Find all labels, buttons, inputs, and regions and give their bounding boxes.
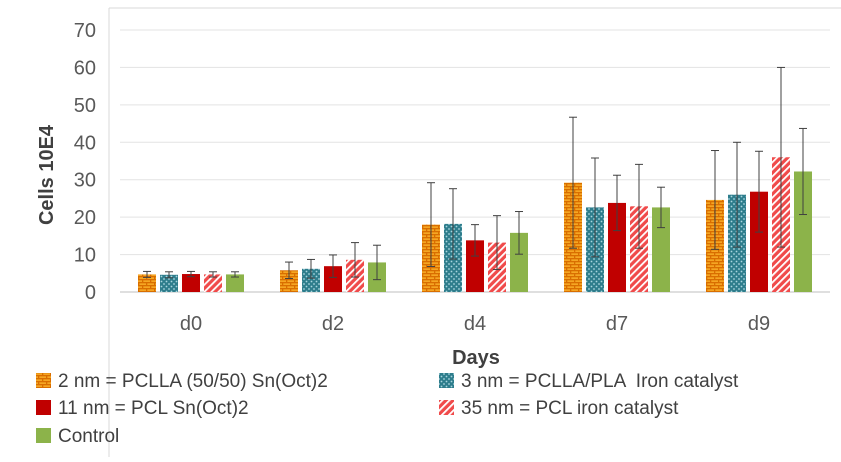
bar	[652, 207, 670, 292]
error-bars-layer	[143, 66, 807, 281]
y-tick-label: 70	[74, 20, 96, 42]
bar	[510, 232, 528, 292]
y-tick-label: 10	[74, 245, 96, 267]
legend-label: 11 nm = PCL Sn(Oct)2	[58, 398, 249, 419]
bar	[302, 268, 320, 292]
bar	[466, 240, 484, 292]
legend-swatch	[36, 373, 51, 388]
bar	[794, 171, 812, 292]
bar	[630, 206, 648, 292]
y-axis-label: Cells 10E4	[36, 124, 58, 225]
legend-swatch	[36, 428, 51, 443]
bar	[138, 274, 156, 292]
legend-swatch	[439, 400, 454, 415]
bar	[750, 191, 768, 292]
x-tick-label: d7	[606, 313, 628, 335]
legend-label: 3 nm = PCLLA/PLA Iron catalyst	[461, 371, 739, 392]
bar	[160, 274, 178, 292]
legend-swatch	[439, 373, 454, 388]
x-axis-label: Days	[452, 347, 500, 369]
y-tick-label: 20	[74, 207, 96, 229]
y-tick-label: 0	[85, 282, 96, 304]
bar	[204, 274, 222, 292]
bar	[182, 274, 200, 292]
bar	[324, 266, 342, 292]
x-axis-ticks: d0 d2 d4 d7 d9	[180, 313, 770, 335]
legend: 2 nm = PCLLA (50/50) Sn(Oct)2 3 nm = PCLL…	[36, 371, 739, 447]
y-axis-ticks: 0 10 20 30 40 50 60 70	[74, 20, 96, 304]
legend-label: Control	[58, 426, 119, 447]
bar	[280, 270, 298, 292]
bars-layer	[138, 157, 812, 292]
x-tick-label: d2	[322, 313, 344, 335]
legend-swatch	[36, 400, 51, 415]
y-tick-label: 60	[74, 57, 96, 79]
x-tick-label: d4	[464, 313, 486, 335]
legend-label: 2 nm = PCLLA (50/50) Sn(Oct)2	[58, 371, 328, 392]
x-tick-label: d9	[748, 313, 770, 335]
legend-label: 35 nm = PCL iron catalyst	[461, 398, 679, 419]
y-tick-label: 50	[74, 95, 96, 117]
y-tick-label: 40	[74, 132, 96, 154]
x-tick-label: d0	[180, 313, 202, 335]
bar	[608, 202, 626, 292]
y-tick-label: 30	[74, 170, 96, 192]
bar	[226, 274, 244, 292]
